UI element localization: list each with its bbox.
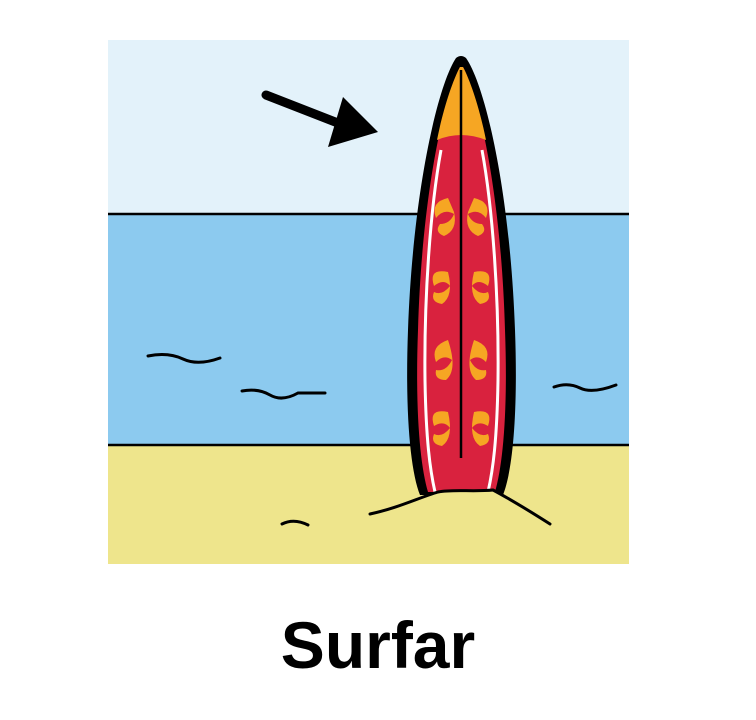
sand-mark xyxy=(280,519,310,527)
wave-icon xyxy=(240,388,327,400)
sand xyxy=(108,445,629,564)
surfboard-icon xyxy=(407,56,516,495)
sand-mound-icon xyxy=(370,490,550,564)
sea xyxy=(108,214,629,445)
wave-icon xyxy=(146,353,222,364)
arrow-icon xyxy=(261,90,378,147)
surf-pictogram xyxy=(108,40,629,564)
sand-mound-outline xyxy=(368,488,552,526)
wave-icon xyxy=(552,383,618,392)
pictogram-caption: Surfar xyxy=(280,608,476,682)
